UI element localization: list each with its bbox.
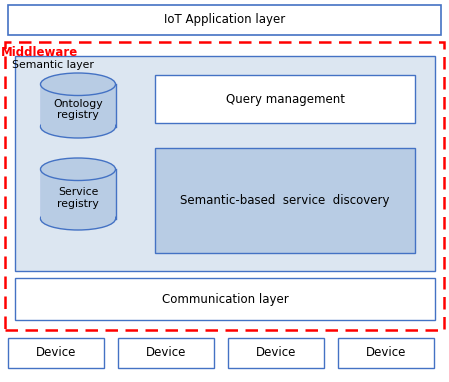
Bar (40, 169, 115, 219)
Bar (41, 169, 115, 219)
Text: Semantic layer: Semantic layer (12, 60, 94, 70)
Text: Communication layer: Communication layer (162, 293, 288, 306)
Ellipse shape (40, 73, 115, 96)
FancyBboxPatch shape (8, 5, 441, 35)
FancyBboxPatch shape (15, 278, 435, 320)
Ellipse shape (40, 115, 115, 138)
Text: Device: Device (146, 346, 186, 359)
Text: Device: Device (36, 346, 76, 359)
FancyBboxPatch shape (118, 338, 214, 368)
Text: Service
registry: Service registry (57, 187, 99, 209)
Ellipse shape (40, 158, 115, 181)
Text: Device: Device (366, 346, 406, 359)
Text: Ontology
registry: Ontology registry (53, 99, 103, 120)
FancyBboxPatch shape (155, 75, 415, 123)
FancyBboxPatch shape (8, 338, 104, 368)
Ellipse shape (40, 207, 115, 230)
Text: Query management: Query management (225, 92, 344, 105)
Text: IoT Application layer: IoT Application layer (164, 13, 285, 26)
FancyBboxPatch shape (155, 148, 415, 253)
Text: Device: Device (256, 346, 296, 359)
Bar (40, 84, 115, 127)
Bar (41, 84, 115, 127)
Text: Middleware: Middleware (1, 45, 79, 58)
Text: Semantic-based  service  discovery: Semantic-based service discovery (180, 194, 390, 207)
FancyBboxPatch shape (228, 338, 324, 368)
FancyBboxPatch shape (338, 338, 434, 368)
FancyBboxPatch shape (15, 56, 435, 271)
